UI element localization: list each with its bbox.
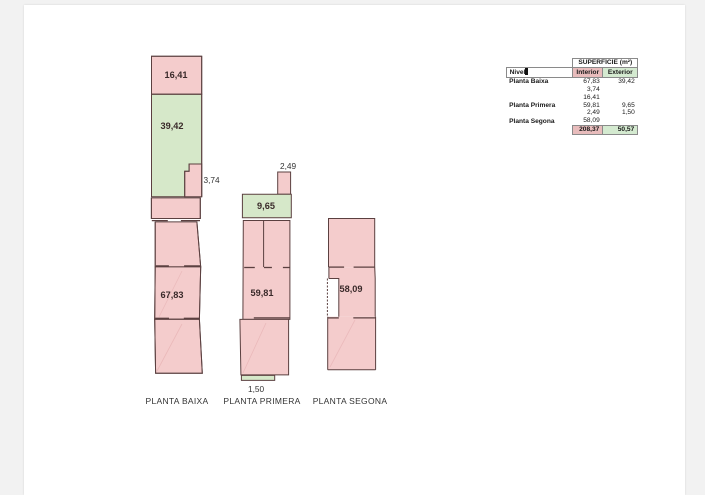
svg-text:PLANTA PRIMERA: PLANTA PRIMERA xyxy=(223,396,300,406)
svg-text:16,41: 16,41 xyxy=(165,70,188,80)
svg-text:67,83: 67,83 xyxy=(161,290,184,300)
svg-text:PLANTA SEGONA: PLANTA SEGONA xyxy=(313,396,388,406)
svg-text:39,42: 39,42 xyxy=(161,121,184,131)
svg-text:1,50: 1,50 xyxy=(248,384,265,394)
svg-text:3,74: 3,74 xyxy=(204,175,221,185)
svg-text:59,81: 59,81 xyxy=(251,288,274,298)
svg-text:2,49: 2,49 xyxy=(280,161,297,171)
svg-text:9,65: 9,65 xyxy=(257,201,275,211)
svg-text:58,09: 58,09 xyxy=(340,284,363,294)
svg-text:PLANTA BAIXA: PLANTA BAIXA xyxy=(146,396,209,406)
